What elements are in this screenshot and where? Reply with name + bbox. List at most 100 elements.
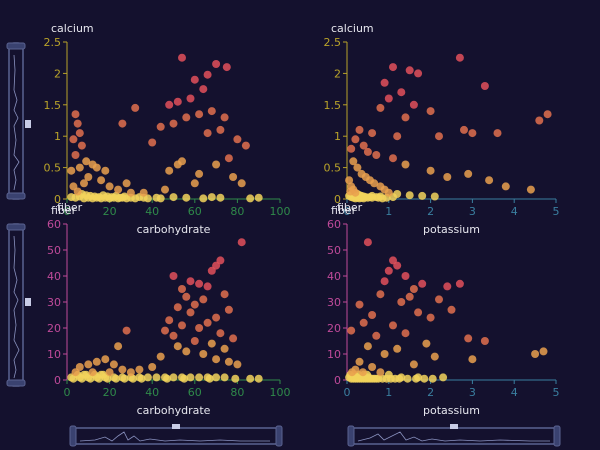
data-point[interactable] [165,316,174,325]
data-point[interactable] [539,347,548,356]
data-point[interactable] [224,357,233,366]
data-point[interactable] [237,179,246,188]
data-point[interactable] [152,373,161,382]
data-point[interactable] [224,305,233,314]
data-point[interactable] [182,113,191,122]
data-point[interactable] [203,129,212,138]
data-point[interactable] [82,157,91,166]
data-point[interactable] [237,238,246,247]
data-point[interactable] [99,191,108,200]
horizontal-slider-cap-left[interactable] [347,425,355,447]
data-point[interactable] [443,173,452,181]
horizontal-slider-track[interactable] [349,427,559,445]
vertical-slider-track[interactable] [8,42,24,200]
data-point[interactable] [222,63,231,72]
data-point[interactable] [75,163,84,172]
data-point[interactable] [152,193,161,202]
data-point[interactable] [389,321,397,330]
data-point[interactable] [195,110,204,119]
data-point[interactable] [428,374,437,383]
data-point[interactable] [131,103,140,112]
data-point[interactable] [71,110,80,119]
data-point[interactable] [358,368,367,377]
data-point[interactable] [69,135,78,144]
data-point[interactable] [80,179,88,188]
data-point[interactable] [212,313,221,322]
data-point[interactable] [363,147,372,156]
data-point[interactable] [422,339,431,348]
data-point[interactable] [212,355,221,364]
data-point[interactable] [389,256,397,265]
data-point[interactable] [199,295,208,304]
data-point[interactable] [347,144,356,153]
data-point[interactable] [526,185,535,194]
data-point[interactable] [212,160,221,169]
data-point[interactable] [372,331,381,340]
data-point[interactable] [233,135,242,144]
data-point[interactable] [165,100,174,109]
data-point[interactable] [363,238,372,247]
data-point[interactable] [84,173,93,181]
data-point[interactable] [368,191,377,200]
data-point[interactable] [351,365,360,374]
data-point[interactable] [376,368,385,377]
data-point[interactable] [169,331,178,340]
data-point[interactable] [384,94,393,103]
data-point[interactable] [178,373,186,382]
data-point[interactable] [118,373,127,382]
data-point[interactable] [480,82,489,90]
data-point[interactable] [443,282,452,291]
data-point[interactable] [389,154,397,163]
data-point[interactable] [397,88,406,97]
data-point[interactable] [485,176,494,185]
data-point[interactable] [426,107,435,116]
data-point[interactable] [347,182,356,191]
data-point[interactable] [220,344,229,353]
data-point[interactable] [418,191,427,200]
data-point[interactable] [401,160,410,169]
data-point[interactable] [384,370,393,379]
vertical-slider-grip[interactable] [25,298,31,306]
data-point[interactable] [426,313,435,322]
data-point[interactable] [543,110,552,119]
data-point[interactable] [169,272,178,280]
horizontal-slider-grip[interactable] [172,424,180,429]
data-point[interactable] [409,285,418,293]
data-point[interactable] [73,119,82,128]
data-point[interactable] [67,166,76,175]
data-point[interactable] [203,282,212,291]
data-point[interactable] [357,169,366,178]
data-point[interactable] [105,182,114,191]
data-point[interactable] [401,113,410,122]
data-point[interactable] [77,141,86,150]
data-point[interactable] [169,193,178,202]
data-point[interactable] [229,173,238,181]
data-point[interactable] [120,192,129,201]
data-point[interactable] [203,373,212,382]
data-point[interactable] [376,182,385,191]
data-point[interactable] [405,66,414,75]
horizontal-slider-track[interactable] [71,427,281,445]
data-point[interactable] [161,326,169,335]
vertical-slider-cap-top[interactable] [6,42,26,50]
data-point[interactable] [220,373,229,382]
data-point[interactable] [401,272,410,280]
data-point[interactable] [101,166,110,175]
data-point[interactable] [82,370,91,379]
data-point[interactable] [393,344,402,353]
vertical-slider-cap-bottom[interactable] [6,379,26,387]
data-point[interactable] [241,141,250,150]
data-point[interactable] [109,360,118,369]
vertical-slider-bottom[interactable] [6,223,31,387]
data-point[interactable] [368,363,377,371]
vertical-slider-grip[interactable] [25,120,31,128]
data-point[interactable] [182,347,191,356]
data-point[interactable] [376,192,385,201]
data-point[interactable] [156,122,165,131]
data-point[interactable] [233,360,242,369]
data-point[interactable] [199,194,208,203]
data-point[interactable] [355,300,364,309]
data-point[interactable] [229,334,238,343]
data-point[interactable] [355,357,364,366]
data-point[interactable] [114,342,123,351]
